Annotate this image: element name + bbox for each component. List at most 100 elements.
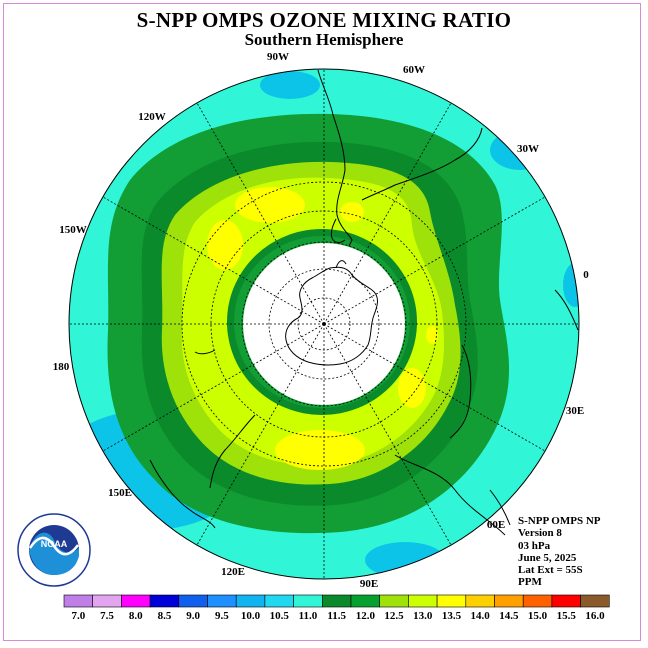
colorbar-swatch — [92, 594, 122, 608]
colorbar-swatch — [494, 594, 524, 608]
colorbar-swatch — [580, 594, 610, 608]
map-subtitle: Southern Hemisphere — [244, 30, 404, 49]
latitude-circle-70 — [268, 268, 380, 380]
colorbar-swatch — [178, 594, 208, 608]
colorbar-swatch — [264, 594, 294, 608]
colorbar-label: 15.5 — [557, 610, 577, 622]
colorbar-swatch — [408, 594, 438, 608]
colorbar: 7.0 7.5 8.0 8.5 9.0 9.5 10.0 10.5 11.0 11.5 12.0 12… — [63, 594, 610, 622]
coastlines — [149, 69, 579, 536]
australia-west-coast — [149, 459, 216, 529]
yellow-patch-north — [235, 187, 305, 223]
island-coast — [194, 349, 216, 355]
colorbar-swatch — [522, 594, 553, 608]
colorbar-swatch — [551, 594, 581, 608]
colorbar-swatch — [379, 594, 409, 608]
colorbar-swatch — [121, 594, 151, 608]
lon-label-30e: 30E — [566, 405, 584, 417]
south-america-coast — [317, 69, 353, 247]
map-border — [68, 68, 580, 580]
colorbar-label: 8.0 — [129, 610, 143, 622]
colorbar-label: 13.5 — [442, 610, 462, 622]
lon-label-150e: 150E — [108, 487, 132, 499]
africa-east-tip — [554, 289, 579, 331]
lon-label-60e: 60E — [487, 519, 505, 531]
colorbar-swatch — [465, 594, 495, 608]
south-pole-marker — [322, 322, 326, 326]
lon-label-120w: 120W — [138, 111, 166, 123]
australia-coast — [394, 454, 506, 536]
colorbar-label: 8.5 — [158, 610, 172, 622]
lon-label-30w: 30W — [517, 143, 539, 155]
lon-label-150w: 150W — [59, 224, 87, 236]
yellow-patch-southeast — [398, 368, 426, 408]
logo-text: NOAA — [41, 539, 68, 549]
colorbar-label: 9.5 — [215, 610, 229, 622]
colorbar-label: 9.0 — [186, 610, 200, 622]
antarctic-peninsula — [335, 260, 347, 269]
colorbar-swatch — [350, 594, 381, 608]
tierra-del-fuego — [330, 218, 346, 243]
low-patch-north — [260, 71, 320, 99]
map-title: S-NPP OMPS OZONE MIXING RATIO — [136, 8, 512, 32]
info-version: Version 8 — [518, 527, 562, 540]
lon-label-90e: 90E — [360, 578, 378, 590]
logo-wave — [29, 532, 79, 575]
lon-label-120e: 120E — [221, 566, 245, 578]
antarctica-coast — [285, 266, 378, 366]
graticule — [69, 69, 579, 579]
low-patch-south — [365, 542, 445, 578]
colorbar-label: 14.0 — [471, 610, 491, 622]
colorbar-label: 11.0 — [299, 610, 318, 622]
yellow-patch-northwest — [207, 220, 243, 270]
noaa-logo: NOAA — [17, 513, 91, 587]
colorbar-label: 12.0 — [356, 610, 376, 622]
colorbar-swatch — [321, 594, 352, 608]
lon-label-0: 0 — [583, 269, 589, 281]
colorbar-swatch — [63, 594, 94, 608]
meridian-30w — [323, 196, 546, 325]
indian-ocean-coast — [489, 489, 511, 526]
info-instrument: S-NPP OMPS NP — [518, 515, 601, 527]
new-zealand-coast — [209, 414, 256, 489]
info-panel: S-NPP OMPS NP Version 8 03 hPa June 5, 2… — [518, 515, 601, 589]
lon-label-180: 180 — [53, 361, 70, 373]
colorbar-label: 7.5 — [100, 610, 114, 622]
info-level: 03 hPa — [518, 539, 551, 552]
colorbar-label: 11.5 — [327, 610, 346, 622]
colorbar-label: 10.0 — [241, 610, 261, 622]
colorbar-label: 14.5 — [499, 610, 519, 622]
lon-label-60w: 60W — [403, 64, 425, 76]
colorbar-label: 15.0 — [528, 610, 548, 622]
info-date: June 5, 2025 — [518, 551, 577, 564]
meridian-60e — [323, 323, 452, 546]
meridian-120e — [196, 323, 325, 546]
info-lat-ext: Lat Ext = 55S — [518, 564, 583, 577]
colorbar-label: 16.0 — [585, 610, 605, 622]
yellow-patch-south — [275, 430, 365, 470]
longitude-labels: 90W 60W 30W 0 30E 60E 90E 120E 150E 180 … — [53, 51, 590, 590]
colorbar-label: 7.0 — [71, 610, 85, 622]
meridian-60w — [323, 102, 452, 325]
meridian-150w — [102, 196, 325, 325]
colorbar-swatch — [149, 594, 180, 608]
colorbar-swatch — [235, 594, 266, 608]
yellow-patch-peninsula — [340, 202, 364, 222]
colorbar-label: 13.0 — [413, 610, 433, 622]
colorbar-swatch — [293, 594, 323, 608]
low-patch-east — [563, 263, 579, 307]
meridian-120w — [196, 102, 325, 325]
colorbar-swatch — [436, 594, 467, 608]
africa-coast — [449, 344, 472, 439]
lon-label-90w: 90W — [267, 51, 289, 63]
south-america-east-coast — [361, 127, 483, 201]
figure-frame — [3, 3, 641, 641]
colorbar-swatch — [207, 594, 237, 608]
colorbar-label: 12.5 — [384, 610, 404, 622]
info-units: PPM — [518, 576, 542, 589]
yellow-patch-east — [426, 326, 438, 344]
colorbar-label: 10.5 — [270, 610, 290, 622]
logo-gull — [28, 536, 80, 556]
meridian-150e — [102, 323, 325, 452]
